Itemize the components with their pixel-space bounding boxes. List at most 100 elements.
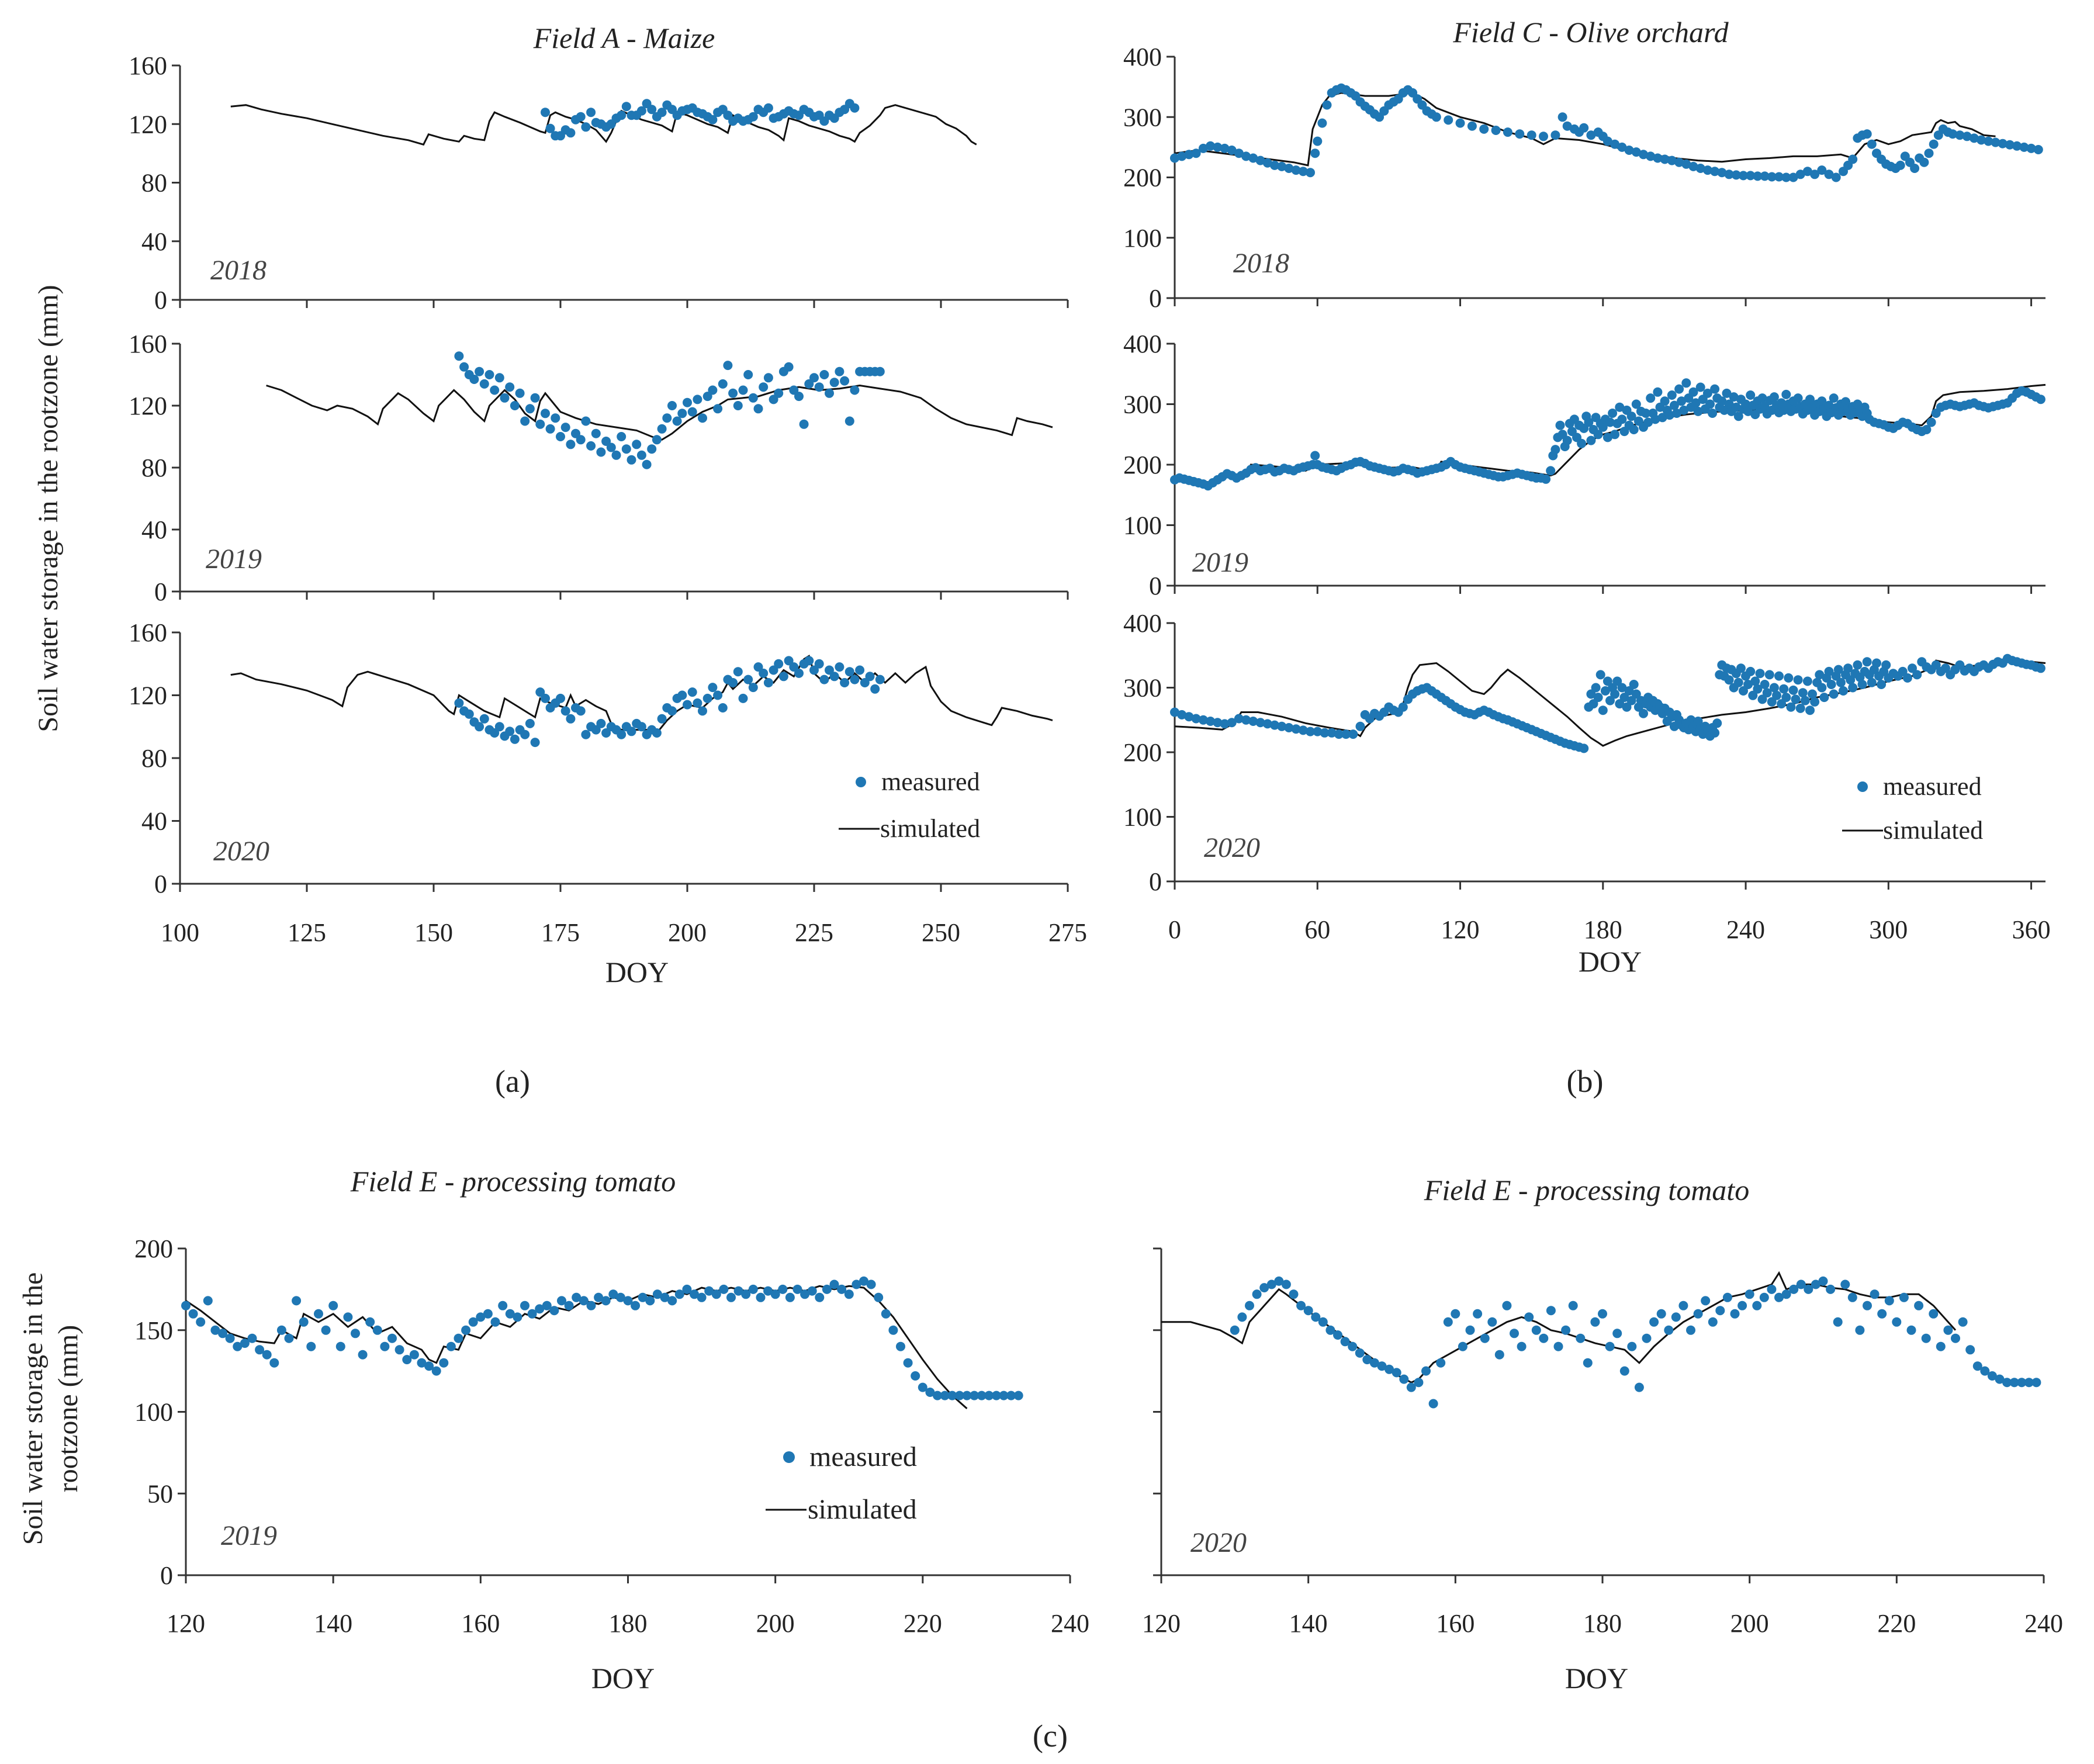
a2020-measured-point	[784, 656, 794, 666]
e2019-measured-point	[601, 1296, 611, 1306]
a2020-simulated-line	[230, 654, 1053, 734]
c2019-measured-point	[1584, 417, 1594, 427]
a2020-xtick-label: 125	[288, 918, 326, 947]
c2018-measured-point	[1262, 158, 1272, 168]
panel-a-2020: 0 40 80 120 160 100 125 150 175 200 225 250 275 2020	[129, 618, 1087, 947]
e2020-measured-point	[1266, 1279, 1276, 1289]
c2018-measured-point	[1817, 165, 1827, 175]
e2019-measured-point	[203, 1296, 213, 1306]
a2020-measured-point	[769, 665, 778, 675]
e2020-measured-point	[1693, 1309, 1703, 1319]
e2019-measured-point	[380, 1341, 390, 1351]
a2019-measured-point	[789, 385, 799, 395]
e2019-measured-point	[852, 1279, 861, 1289]
a2020-xtick-label: 150	[414, 918, 453, 947]
e2019-ytick-label: 50	[147, 1479, 173, 1508]
a2019-measured-point	[469, 375, 479, 384]
e2019-xtick-label: 240	[1051, 1609, 1089, 1638]
e2019-xtick-label: 200	[756, 1609, 795, 1638]
a2019-measured-point	[733, 401, 743, 410]
c2020-measured-point	[1710, 728, 1720, 738]
e2020-measured-point	[1987, 1371, 1997, 1381]
c2019-measured-point	[1746, 390, 1756, 400]
a2019-measured-point	[617, 432, 627, 441]
c2019-ytick-label: 0	[1149, 572, 1162, 600]
a2020-measured-point	[850, 675, 860, 684]
legend-c-measured-marker	[783, 1451, 795, 1463]
c2018-measured-point	[1306, 168, 1315, 178]
c2020-xtick-label: 0	[1168, 915, 1181, 944]
e2020-measured-point	[1362, 1355, 1372, 1365]
a2019-measured-point	[672, 416, 682, 426]
e2020-measured-point	[1678, 1300, 1688, 1310]
c2018-measured-point	[1313, 136, 1323, 146]
c2020-measured-point	[1839, 686, 1848, 696]
a2020-measured-point	[560, 706, 570, 716]
e2020-xtick-label: 120	[1142, 1609, 1181, 1638]
a2019-measured-point	[683, 397, 692, 407]
e2019-measured-point	[579, 1296, 589, 1306]
a2018-ytick-label: 120	[129, 110, 167, 139]
a2020-measured-point	[454, 698, 464, 708]
c2020-measured-point	[1881, 660, 1891, 670]
a2020-measured-point	[505, 727, 515, 736]
a2019-measured-point	[621, 444, 631, 454]
c2019-measured-point	[1733, 411, 1743, 421]
e2020-xtick-label: 220	[1877, 1609, 1916, 1638]
a2020-measured-point	[541, 693, 550, 703]
c2018-measured-point	[1579, 123, 1589, 133]
e2019-ytick-label: 150	[134, 1316, 173, 1345]
c2020-measured-point	[1622, 702, 1632, 712]
e2019-measured-point	[984, 1391, 994, 1400]
a2019-measured-point	[804, 379, 814, 389]
c2020-measured-point	[1241, 715, 1251, 725]
e2019-measured-point	[1006, 1391, 1016, 1400]
e2020-measured-point	[1340, 1337, 1350, 1347]
a2019-measured-point	[657, 424, 667, 434]
a2020-measured-point	[733, 667, 743, 677]
e2020-measured-point	[1281, 1279, 1291, 1289]
c2020-measured-point	[1784, 673, 1794, 683]
ylabel-a: Soil water storage in the rootzone (mm)	[33, 285, 64, 732]
e2020-xtick-label: 140	[1289, 1609, 1328, 1638]
a2020-measured-point	[804, 656, 814, 666]
a2020-xtick-label: 250	[922, 918, 960, 947]
e2019-measured-point	[690, 1289, 699, 1299]
e2020-measured-point	[1333, 1330, 1342, 1340]
e2019-measured-point	[837, 1284, 847, 1294]
c2018-measured-point	[1717, 168, 1727, 178]
a2020-measured-point	[778, 672, 788, 682]
e2020-measured-point	[1318, 1317, 1328, 1327]
title-field-c: Field C - Olive orchard	[1452, 16, 1729, 49]
e2019-ytick-label: 0	[160, 1561, 173, 1590]
e2020-measured-point	[1465, 1325, 1475, 1335]
e2019-measured-point	[977, 1391, 987, 1400]
a2018-measured-point	[708, 115, 718, 124]
c2018-measured-point	[1781, 172, 1791, 182]
c2020-measured-point	[1610, 689, 1620, 699]
c2019-measured-point	[1777, 398, 1787, 408]
caption-c: (c)	[1033, 1718, 1068, 1753]
a2020-xtick-label: 225	[795, 918, 833, 947]
c2019-measured-point	[1693, 406, 1703, 416]
e2019-measured-point	[358, 1350, 368, 1360]
a2020-measured-point	[708, 683, 718, 693]
a2019-ytick-label: 120	[129, 392, 167, 420]
c2018-measured-point	[1948, 129, 1958, 139]
a2019-measured-point	[520, 416, 530, 426]
a2018-ytick-label: 40	[141, 227, 167, 256]
e2019-measured-point	[911, 1371, 920, 1381]
c2020-measured-point	[1198, 715, 1208, 725]
e2019-year-label: 2019	[221, 1520, 277, 1551]
legend-b-measured: measured	[1883, 772, 1982, 801]
c2020-measured-point	[1579, 743, 1589, 753]
c2019-measured-point	[1793, 393, 1803, 403]
e2019-measured-point	[572, 1292, 582, 1302]
a2020-ytick-label: 160	[129, 618, 167, 647]
e2020-measured-point	[1715, 1306, 1725, 1316]
a2019-measured-point	[784, 362, 794, 372]
a2020-measured-point	[738, 693, 748, 703]
c2018-measured-point	[1527, 130, 1536, 140]
a2020-measured-point	[814, 659, 824, 669]
c2018-ytick-label: 400	[1123, 43, 1162, 71]
